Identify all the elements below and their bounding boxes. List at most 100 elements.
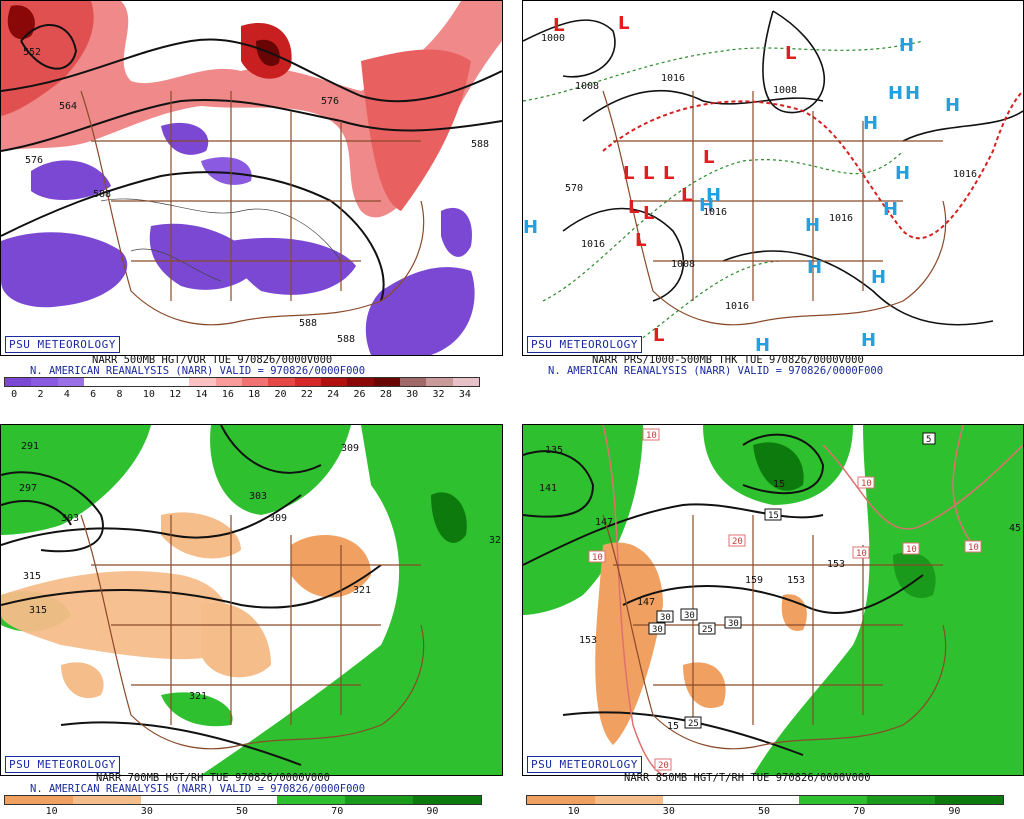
map-500mb: 552 564 576 576 588 588 588 588 <box>1 1 502 355</box>
contour-label: 1016 <box>703 207 727 218</box>
colorbar-swatch <box>189 378 216 386</box>
high-marker: H <box>883 199 898 220</box>
contour-label: 15 <box>773 479 785 490</box>
colorbar-tick-label: 20 <box>274 389 287 400</box>
contour-label: 1016 <box>829 213 853 224</box>
colorbar-tick-label: 90 <box>948 806 961 817</box>
dry-region <box>61 662 104 699</box>
colorbar-swatch <box>663 796 731 804</box>
colorbar-tick-label: 26 <box>353 389 366 400</box>
psu-meteorology-badge: PSU METEOROLOGY <box>5 336 120 353</box>
colorbar-swatch <box>731 796 799 804</box>
colorbar-swatch <box>867 796 935 804</box>
humid-region <box>753 425 1023 775</box>
low-marker: L <box>681 185 692 206</box>
low-marker: L <box>623 163 634 184</box>
contour-label: 1016 <box>725 301 749 312</box>
colorbar-swatch <box>373 378 400 386</box>
boxed-label: 5 <box>922 432 936 445</box>
colorbar-swatch <box>452 378 479 386</box>
svg-text:10: 10 <box>646 431 657 441</box>
contour-label: 588 <box>93 189 111 200</box>
colorbar-tick-label: 10 <box>142 389 155 400</box>
vorticity-low-region <box>441 207 472 257</box>
colorbar-tick-label: 14 <box>195 389 208 400</box>
vorticity-low-region <box>365 267 475 355</box>
high-marker: H <box>895 163 910 184</box>
map-850mb: 135 141 147 147 153 153 153 159 15 15 45… <box>523 425 1023 775</box>
boxed-label: 10 <box>902 542 920 555</box>
boxed-label: 20 <box>654 758 672 771</box>
colorbar-swatch <box>110 378 137 386</box>
panel-title: NARR 850MB HGT/T/RH TUE 970826/0000V000 <box>624 772 871 784</box>
svg-text:10: 10 <box>856 549 867 559</box>
low-marker: L <box>553 15 564 36</box>
svg-text:10: 10 <box>861 479 872 489</box>
colorbar-tick-label: 28 <box>379 389 392 400</box>
contour-label: 588 <box>337 334 355 345</box>
svg-text:30: 30 <box>728 619 739 629</box>
rh-colorbar <box>4 795 482 805</box>
colorbar-tick-label: 90 <box>426 806 439 817</box>
dry-region <box>595 542 663 745</box>
colorbar-swatch <box>399 378 427 386</box>
colorbar-swatch <box>57 378 84 386</box>
contour-label: 321 <box>189 691 207 702</box>
boxed-label: 30 <box>724 616 742 629</box>
contour-label: 1000 <box>541 33 565 44</box>
colorbar-swatch <box>277 796 345 804</box>
very-humid-region <box>431 492 467 543</box>
dry-region <box>291 535 371 598</box>
very-humid-region <box>753 442 804 491</box>
low-marker: L <box>703 147 714 168</box>
colorbar-swatch <box>31 378 58 386</box>
colorbar-swatch <box>527 796 595 804</box>
colorbar-tick-label: 30 <box>662 806 675 817</box>
colorbar-swatch <box>215 378 242 386</box>
height-contours <box>523 433 924 756</box>
height-contours <box>1 24 502 302</box>
panel-subtitle: N. AMERICAN REANALYSIS (NARR) VALID = 97… <box>30 365 366 377</box>
svg-text:25: 25 <box>702 625 713 635</box>
boxed-label: 30 <box>656 610 674 623</box>
colorbar-tick-label: 0 <box>11 389 18 400</box>
low-marker: L <box>785 43 796 64</box>
high-marker: H <box>899 35 914 56</box>
colorbar-tick-label: 30 <box>406 389 419 400</box>
colorbar-swatch <box>595 796 663 804</box>
colorbar-swatch <box>799 796 867 804</box>
low-marker: L <box>653 325 664 346</box>
state-boundaries <box>80 514 425 750</box>
rh-colorbar <box>526 795 1004 805</box>
vorticity-low-region <box>230 237 356 295</box>
state-boundaries <box>602 90 947 326</box>
boxed-label: 10 <box>857 476 875 489</box>
boxed-label: 10 <box>588 550 606 563</box>
contour-label: 588 <box>471 139 489 150</box>
svg-text:20: 20 <box>732 537 743 547</box>
panel-title: NARR 500MB HGT/VOR TUE 970826/0000V000 <box>92 354 333 366</box>
colorbar-swatch <box>320 378 348 386</box>
high-marker: H <box>863 113 878 134</box>
panel-sea-level-pressure: L L L L L L L L L L L L H H H H H H H H … <box>522 0 1024 356</box>
svg-text:30: 30 <box>652 625 663 635</box>
low-marker: L <box>618 13 629 34</box>
high-pressure-markers: H H H H H H H H H H H H H H H <box>523 35 960 355</box>
colorbar-tick-label: 16 <box>221 389 234 400</box>
colorbar-tick-label: 30 <box>140 806 153 817</box>
boxed-label: 20 <box>728 534 746 547</box>
colorbar-swatch <box>268 378 295 386</box>
humid-region <box>210 425 351 515</box>
colorbar-swatch <box>241 378 269 386</box>
low-marker: L <box>663 163 674 184</box>
contour-label: 135 <box>545 445 563 456</box>
colorbar-swatch <box>5 796 73 804</box>
svg-text:20: 20 <box>658 761 669 771</box>
colorbar-swatch <box>209 796 277 804</box>
colorbar-tick-label: 70 <box>331 806 344 817</box>
high-marker: H <box>699 195 714 216</box>
colorbar-swatch <box>5 378 32 386</box>
boxed-label: 10 <box>852 546 870 559</box>
dry-region <box>201 603 271 678</box>
panel-850mb-temp-rh: 135 141 147 147 153 153 153 159 15 15 45… <box>522 424 1024 776</box>
